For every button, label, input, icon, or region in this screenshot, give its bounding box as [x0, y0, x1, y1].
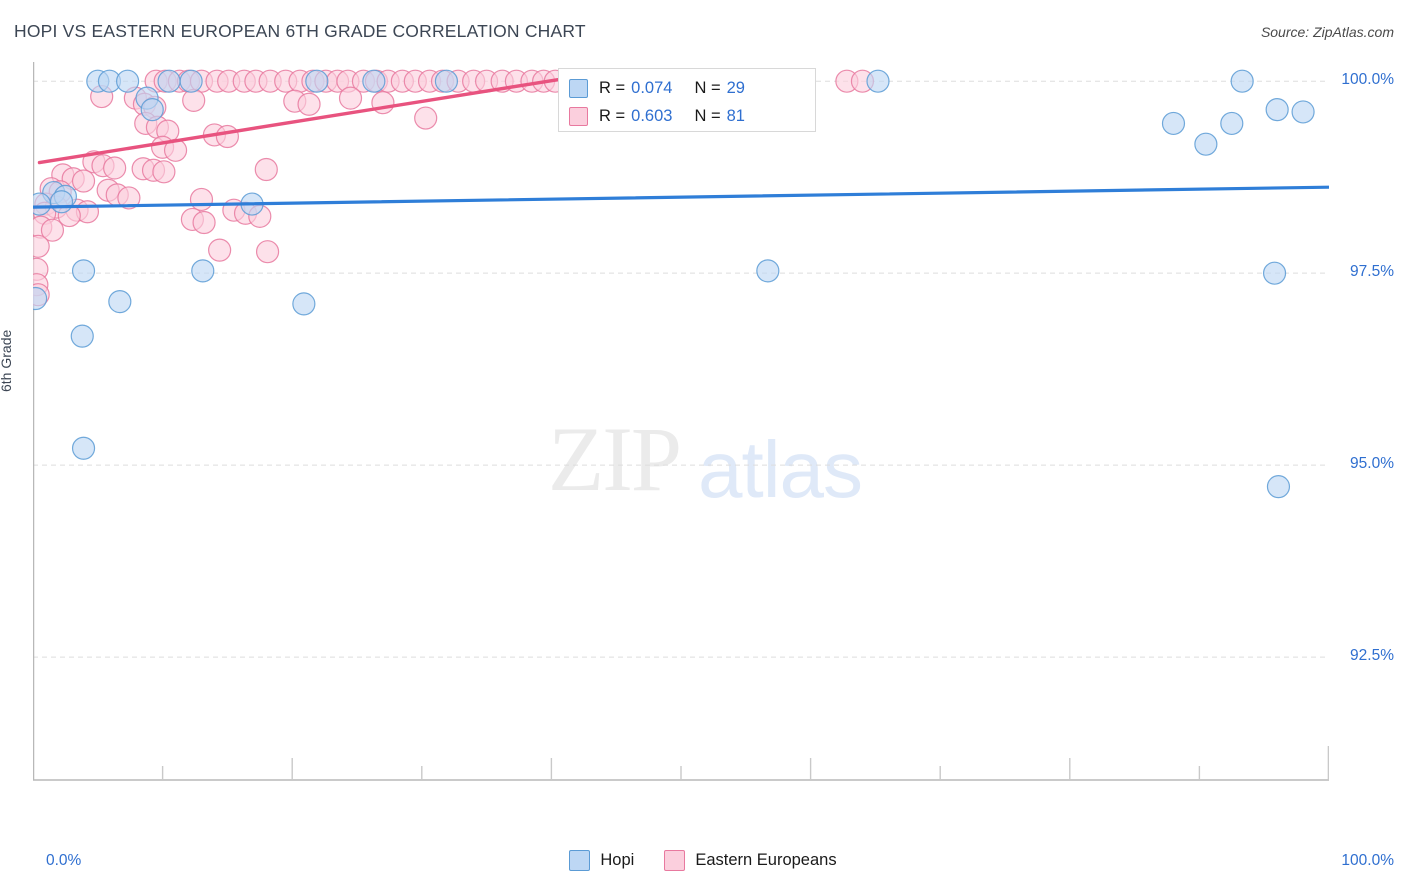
y-tick-label: 100.0%	[1341, 71, 1394, 89]
y-tick-label: 92.5%	[1350, 647, 1394, 665]
series-legend: Hopi Eastern Europeans	[0, 850, 1406, 871]
legend-swatch-hopi-icon	[569, 850, 591, 871]
legend-item-eastern-europeans[interactable]: Eastern Europeans	[664, 850, 837, 871]
stats-row-eastern-europeans: R = 0.603 N = 81	[569, 102, 805, 130]
y-axis-title: 6th Grade	[0, 329, 14, 392]
hopi-r-label: R =	[599, 78, 626, 97]
x-tick-label-min: 0.0%	[46, 852, 82, 869]
hopi-n-value: 29	[726, 78, 745, 97]
legend-label-eastern-europeans: Eastern Europeans	[695, 851, 837, 869]
correlation-stats-box: R = 0.074 N = 29 R = 0.603 N = 81	[558, 68, 816, 132]
y-tick-label: 95.0%	[1350, 455, 1394, 473]
hopi-swatch-icon	[569, 78, 588, 98]
hopi-n-label: N =	[694, 78, 721, 97]
scatter-canvas	[33, 62, 1329, 781]
legend-item-hopi[interactable]: Hopi	[569, 850, 634, 871]
legend-swatch-eastern-europeans-icon	[664, 850, 686, 871]
ee-n-label: N =	[694, 106, 721, 125]
legend-label-hopi: Hopi	[600, 851, 635, 869]
ee-r-value: 0.603	[631, 106, 673, 125]
y-tick-label: 97.5%	[1350, 263, 1394, 281]
source-label: Source: ZipAtlas.com	[1260, 24, 1394, 40]
x-tick-label-max: 100.0%	[1341, 852, 1394, 869]
hopi-r-value: 0.074	[631, 78, 673, 97]
eastern-europeans-swatch-icon	[569, 106, 588, 126]
ee-n-value: 81	[726, 106, 745, 125]
plot-area	[33, 62, 1329, 836]
stats-row-hopi: R = 0.074 N = 29	[569, 74, 805, 102]
ee-r-label: R =	[599, 106, 626, 125]
page-title: HOPI VS EASTERN EUROPEAN 6TH GRADE CORRE…	[14, 21, 586, 41]
